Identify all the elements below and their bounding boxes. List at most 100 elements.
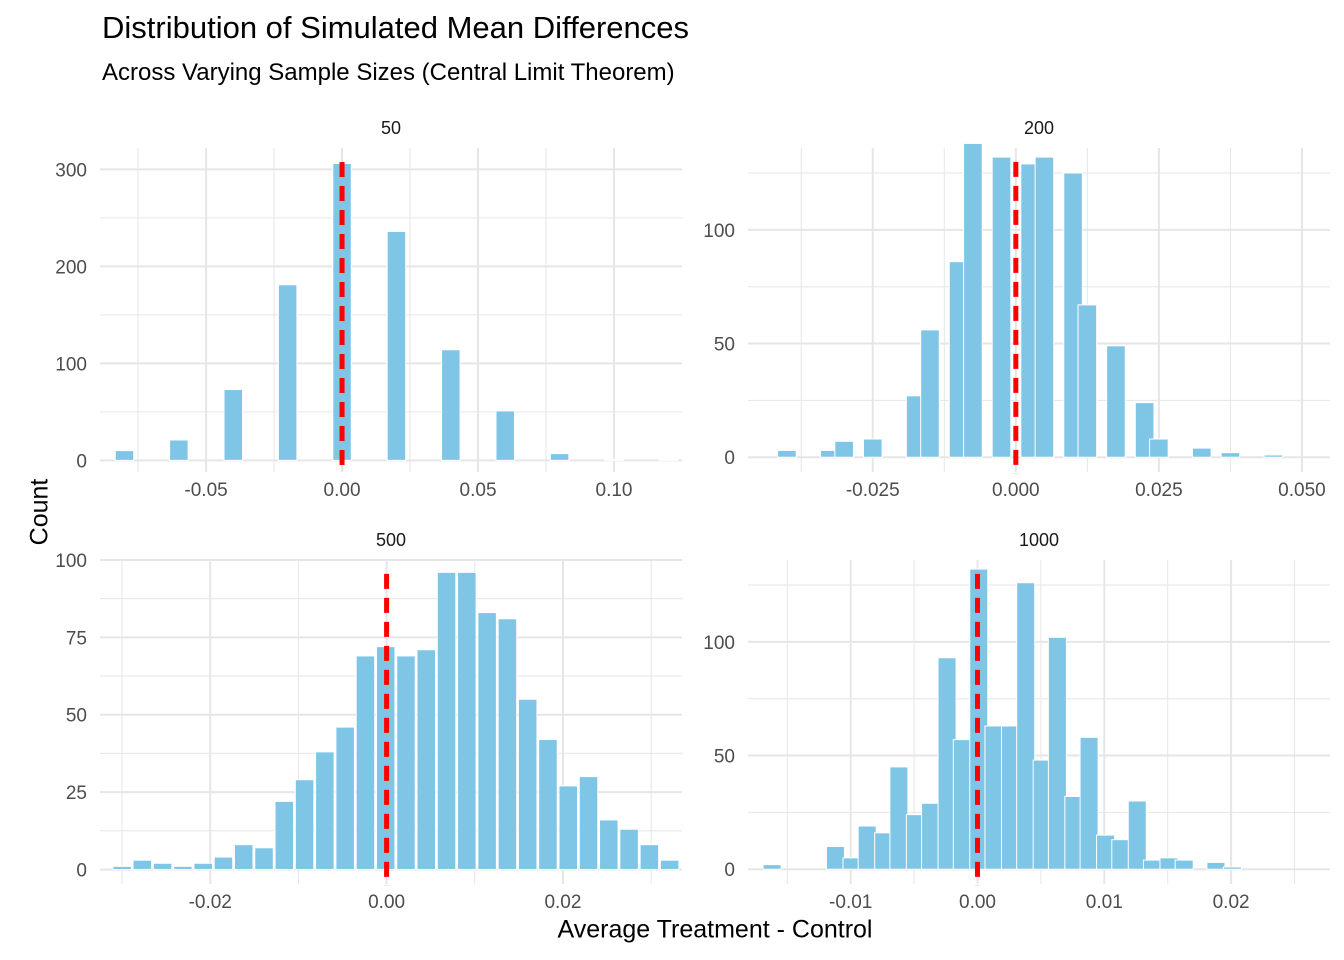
histogram-bar: [277, 284, 298, 461]
y-tick-label: 0: [76, 451, 87, 472]
y-tick-label: 100: [55, 551, 87, 572]
histogram-bar: [921, 802, 941, 870]
histogram-bar: [315, 751, 335, 870]
x-tick-label: 0.00: [959, 892, 996, 913]
histogram-bar: [762, 864, 782, 870]
chart-subtitle: Across Varying Sample Sizes (Central Lim…: [102, 59, 675, 86]
histogram-bar: [416, 649, 437, 870]
y-tick-label: 0: [724, 860, 735, 881]
histogram-bar: [1016, 582, 1036, 870]
histogram-bar: [457, 571, 477, 870]
histogram-bar: [396, 655, 416, 870]
histogram-bar: [984, 725, 1004, 870]
x-tick-label: -0.05: [184, 480, 227, 501]
facet-label: 500: [376, 530, 406, 550]
y-tick-label: 50: [714, 747, 735, 768]
histogram-bar: [1192, 447, 1212, 458]
histogram-bar: [1149, 438, 1169, 458]
histogram-bar: [355, 655, 376, 870]
histogram-bar: [112, 865, 132, 870]
histogram-bar: [825, 845, 845, 870]
histogram-bar: [1222, 866, 1242, 870]
histogram-bar: [169, 439, 189, 461]
histogram-bar: [1047, 636, 1067, 870]
y-tick-label: 200: [55, 257, 87, 278]
histogram-bar: [495, 410, 515, 461]
histogram-bar: [578, 776, 599, 870]
histogram-bar: [538, 738, 558, 870]
histogram-bar: [639, 844, 660, 870]
x-tick-label: 0.00: [368, 892, 405, 913]
facet-label: 200: [1024, 118, 1054, 138]
x-axis-label: Average Treatment - Control: [557, 915, 873, 944]
chart-title: Distribution of Simulated Mean Differenc…: [102, 10, 689, 45]
x-tick-label: 0.000: [992, 480, 1040, 501]
histogram-bar: [254, 847, 274, 870]
histogram-bar: [1079, 736, 1099, 870]
histogram-bar: [1034, 156, 1055, 458]
x-tick-label: -0.01: [829, 892, 872, 913]
y-tick-label: 100: [703, 221, 735, 242]
x-tick-label: 0.02: [544, 892, 581, 913]
histogram-bar: [477, 612, 497, 870]
x-tick-label: -0.025: [846, 480, 900, 501]
histogram-bar: [335, 726, 355, 870]
y-tick-label: 50: [66, 706, 87, 727]
histogram-bar: [517, 698, 538, 870]
histogram-bar: [132, 859, 153, 870]
histogram-bar: [604, 458, 624, 461]
histogram-bar: [441, 349, 461, 461]
x-tick-label: 0.10: [596, 480, 633, 501]
y-tick-label: 0: [724, 448, 735, 469]
x-tick-label: 0.00: [324, 480, 361, 501]
y-tick-label: 25: [66, 783, 87, 804]
histogram-bar: [152, 862, 173, 870]
histogram-bar: [233, 844, 254, 870]
histogram-bar: [1220, 452, 1241, 458]
histogram-bar: [1127, 800, 1147, 870]
histogram-bar: [1142, 859, 1162, 870]
histogram-bar: [294, 779, 315, 870]
histogram-bar: [558, 785, 579, 870]
histogram-bar: [952, 739, 972, 870]
histogram-bar: [658, 458, 679, 461]
histogram-bar: [777, 449, 797, 458]
x-tick-label: -0.02: [189, 892, 232, 913]
y-tick-label: 0: [76, 860, 87, 881]
panel-500: -0.02 0.00 0.02 0 25 50 75 100 500: [55, 530, 682, 913]
histogram-bar: [1111, 839, 1131, 870]
histogram-bar: [1106, 345, 1126, 458]
histogram-bar: [963, 142, 983, 458]
y-tick-label: 75: [66, 628, 87, 649]
histogram-bar: [991, 156, 1012, 458]
panel-200: -0.025 0.000 0.025 0.050 0 50 100 200: [703, 118, 1330, 501]
histogram-bar: [1263, 454, 1284, 458]
histogram-bar: [274, 800, 295, 870]
histogram-bar: [1077, 304, 1098, 458]
y-tick-label: 300: [55, 160, 87, 181]
histogram-bar: [889, 766, 909, 870]
x-tick-label: 0.050: [1278, 480, 1326, 501]
histogram-bar: [436, 571, 457, 870]
histogram-bar: [497, 618, 518, 870]
histogram-bar: [920, 329, 940, 458]
histogram-bar: [857, 825, 877, 870]
x-tick-label: 0.025: [1135, 480, 1183, 501]
histogram-bar: [114, 450, 135, 461]
histogram-bar: [213, 856, 234, 870]
histogram-bar: [549, 453, 570, 461]
histogram-bar: [1174, 859, 1194, 870]
histogram-bar: [834, 440, 854, 458]
histogram-bar: [599, 819, 619, 870]
y-tick-label: 50: [714, 335, 735, 356]
histogram-bar: [386, 230, 407, 461]
x-tick-label: 0.01: [1086, 892, 1123, 913]
facet-label: 50: [381, 118, 401, 138]
histogram-bar: [1206, 861, 1226, 870]
facet-label: 1000: [1019, 530, 1059, 550]
histogram-bar: [862, 438, 883, 458]
panel-1000: -0.01 0.00 0.01 0.02 0 50 100 1000: [703, 530, 1330, 913]
x-tick-label: 0.02: [1213, 892, 1250, 913]
panel-50: -0.05 0.00 0.05 0.10 0 100 200 300 50: [55, 118, 682, 501]
